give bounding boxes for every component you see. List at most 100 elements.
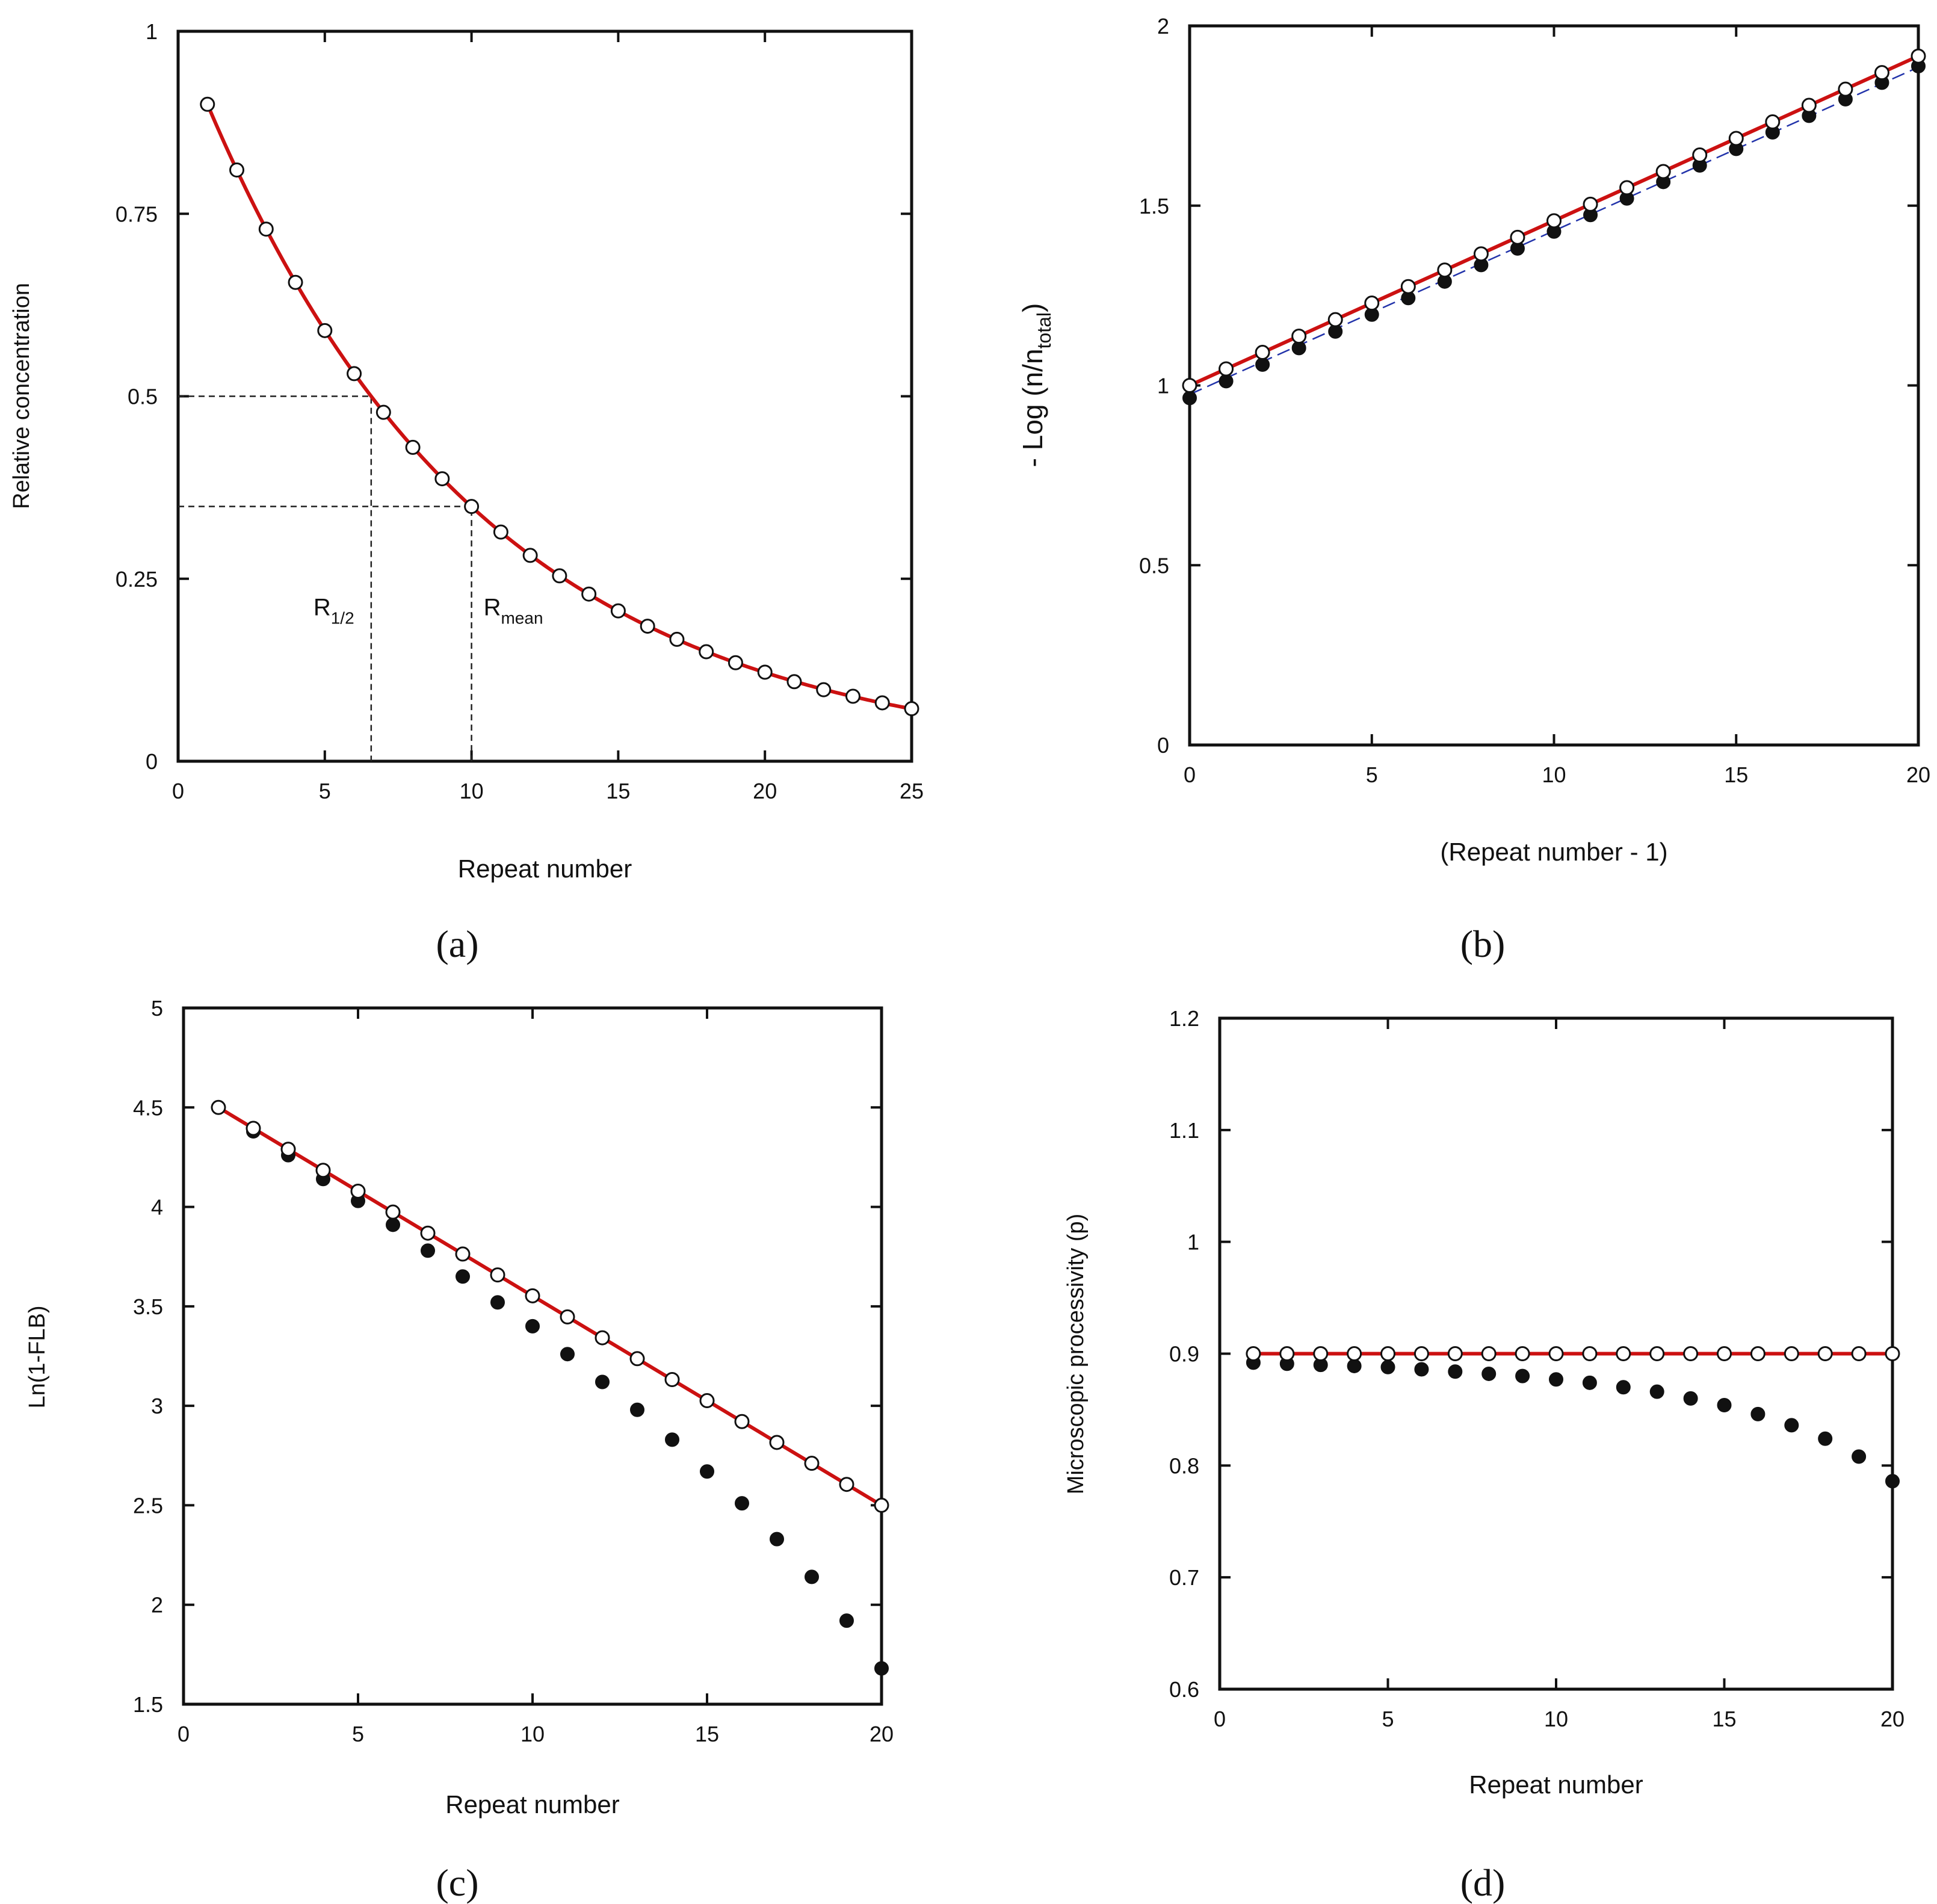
data-point-open (420, 1225, 436, 1241)
data-point-open (699, 1393, 715, 1409)
data-point-open (1413, 1346, 1429, 1361)
data-point-open (804, 1456, 820, 1471)
data-point-open (560, 1309, 575, 1324)
data-point-filled (1750, 1406, 1766, 1421)
data-point-open (1246, 1346, 1261, 1361)
data-point-filled (665, 1432, 679, 1447)
x-tick-label: 5 (352, 1722, 364, 1746)
x-tick-label: 20 (1880, 1707, 1905, 1731)
data-point-open (1400, 279, 1416, 294)
panel-label: (d) (1460, 1861, 1506, 1904)
data-point-open (1380, 1346, 1395, 1361)
y-axis-label-subscript: total (1033, 312, 1055, 348)
data-point-open (640, 619, 655, 634)
y-axis-label-main: - Log (n/n (1017, 348, 1048, 467)
data-point-filled (735, 1496, 749, 1511)
data-point-open (664, 1372, 680, 1388)
data-point-filled (1885, 1474, 1900, 1489)
data-point-filled (1255, 357, 1270, 372)
y-tick-label: 0.75 (116, 202, 158, 226)
data-point-open (757, 664, 773, 680)
data-point-open (1347, 1346, 1362, 1361)
data-point-open (552, 568, 567, 584)
data-point-open (525, 1288, 540, 1303)
data-point-open (629, 1351, 645, 1367)
data-point-open (229, 162, 245, 178)
x-tick-label: 20 (753, 779, 777, 803)
data-point-open (350, 1183, 366, 1199)
y-tick-label: 0.6 (1169, 1677, 1199, 1702)
data-point-open (1616, 1346, 1631, 1361)
data-point-filled (1380, 1359, 1395, 1374)
y-axis-label-main: Microscopic processivity (p) (1063, 1214, 1089, 1495)
data-point-open (288, 274, 303, 290)
data-point-open (734, 1414, 750, 1429)
data-point-open (1851, 1346, 1867, 1361)
reference-line (178, 395, 372, 761)
y-tick-label: 3 (151, 1394, 163, 1418)
x-axis-label: Repeat number (445, 1790, 620, 1819)
data-point-filled (525, 1318, 540, 1334)
data-point-open (1364, 295, 1380, 311)
x-axis-label: Repeat number (458, 855, 632, 883)
panel-label: (a) (436, 923, 478, 965)
x-axis-label: (Repeat number - 1) (1440, 838, 1667, 866)
data-point-open (728, 655, 743, 670)
x-tick-label: 5 (1366, 762, 1378, 787)
data-point-open (1583, 196, 1598, 212)
y-tick-label: 2 (151, 1593, 163, 1618)
panel-a: 0 5 10 15 20 25 0 0.25 0.5 0.75 1 Repeat number Rela… (9, 19, 924, 965)
data-point-open (1437, 262, 1453, 278)
y-tick-label: 1 (146, 19, 158, 44)
y-tick-label: 2.5 (133, 1493, 163, 1518)
data-point-filled (1649, 1384, 1664, 1399)
y-tick-label: 0.5 (128, 385, 158, 409)
data-point-open (1548, 1346, 1564, 1361)
data-point-filled (595, 1374, 610, 1389)
x-tick-label: 5 (1382, 1707, 1394, 1731)
y-tick-label: 4.5 (133, 1095, 163, 1120)
data-point-open (581, 586, 597, 602)
x-tick-label: 0 (178, 1722, 190, 1746)
data-point-filled (560, 1347, 575, 1362)
data-point-open (1279, 1346, 1295, 1361)
data-point-open (1911, 48, 1926, 64)
data-point-open (1447, 1346, 1463, 1361)
y-tick-label: 0.8 (1169, 1453, 1199, 1478)
y-tick-label: 0.9 (1169, 1342, 1199, 1367)
data-point-open (211, 1099, 226, 1115)
data-point-filled (700, 1464, 714, 1479)
y-tick-label: 0.5 (1139, 553, 1169, 578)
data-point-filled (1784, 1418, 1799, 1433)
data-point-open (1817, 1346, 1833, 1361)
data-point-open (845, 688, 860, 704)
panel-b: 0 5 10 15 20 0 0.5 1 1.5 2 (Repeat number - 1) - Lo… (1017, 14, 1930, 965)
x-tick-label: 5 (319, 779, 331, 803)
y-tick-label: 1 (1187, 1230, 1199, 1255)
data-point-filled (874, 1661, 889, 1676)
y-tick-label: 0.25 (116, 567, 158, 592)
data-point-filled (1683, 1391, 1698, 1406)
data-point-open (522, 548, 538, 563)
data-point-open (1655, 164, 1671, 179)
y-tick-label: 2 (1157, 14, 1169, 39)
panel-d: 0 5 10 15 20 0.6 0.7 0.8 0.9 1 1.1 1.2 Repeat number… (1063, 1006, 1905, 1904)
reference-line (178, 505, 472, 761)
data-point-open (1838, 81, 1853, 97)
data-point-open (1473, 246, 1489, 262)
data-point-open (1481, 1346, 1497, 1361)
data-point-open (315, 1163, 331, 1178)
data-point-filled (1549, 1372, 1563, 1387)
data-point-filled (1515, 1368, 1530, 1383)
data-point-open (1765, 114, 1781, 130)
data-point-filled (1616, 1380, 1631, 1395)
data-point-open (839, 1477, 854, 1492)
y-axis-label-main: Ln(1-FLB) (25, 1305, 50, 1408)
data-point-filled (630, 1402, 644, 1417)
x-tick-label: 15 (1724, 762, 1748, 787)
reference-label-main: R (484, 594, 501, 620)
y-axis-label: Microscopic processivity (p) (1063, 1214, 1089, 1495)
data-point-filled (1852, 1449, 1867, 1464)
data-point-open (1683, 1346, 1699, 1361)
data-point-open (493, 524, 508, 540)
